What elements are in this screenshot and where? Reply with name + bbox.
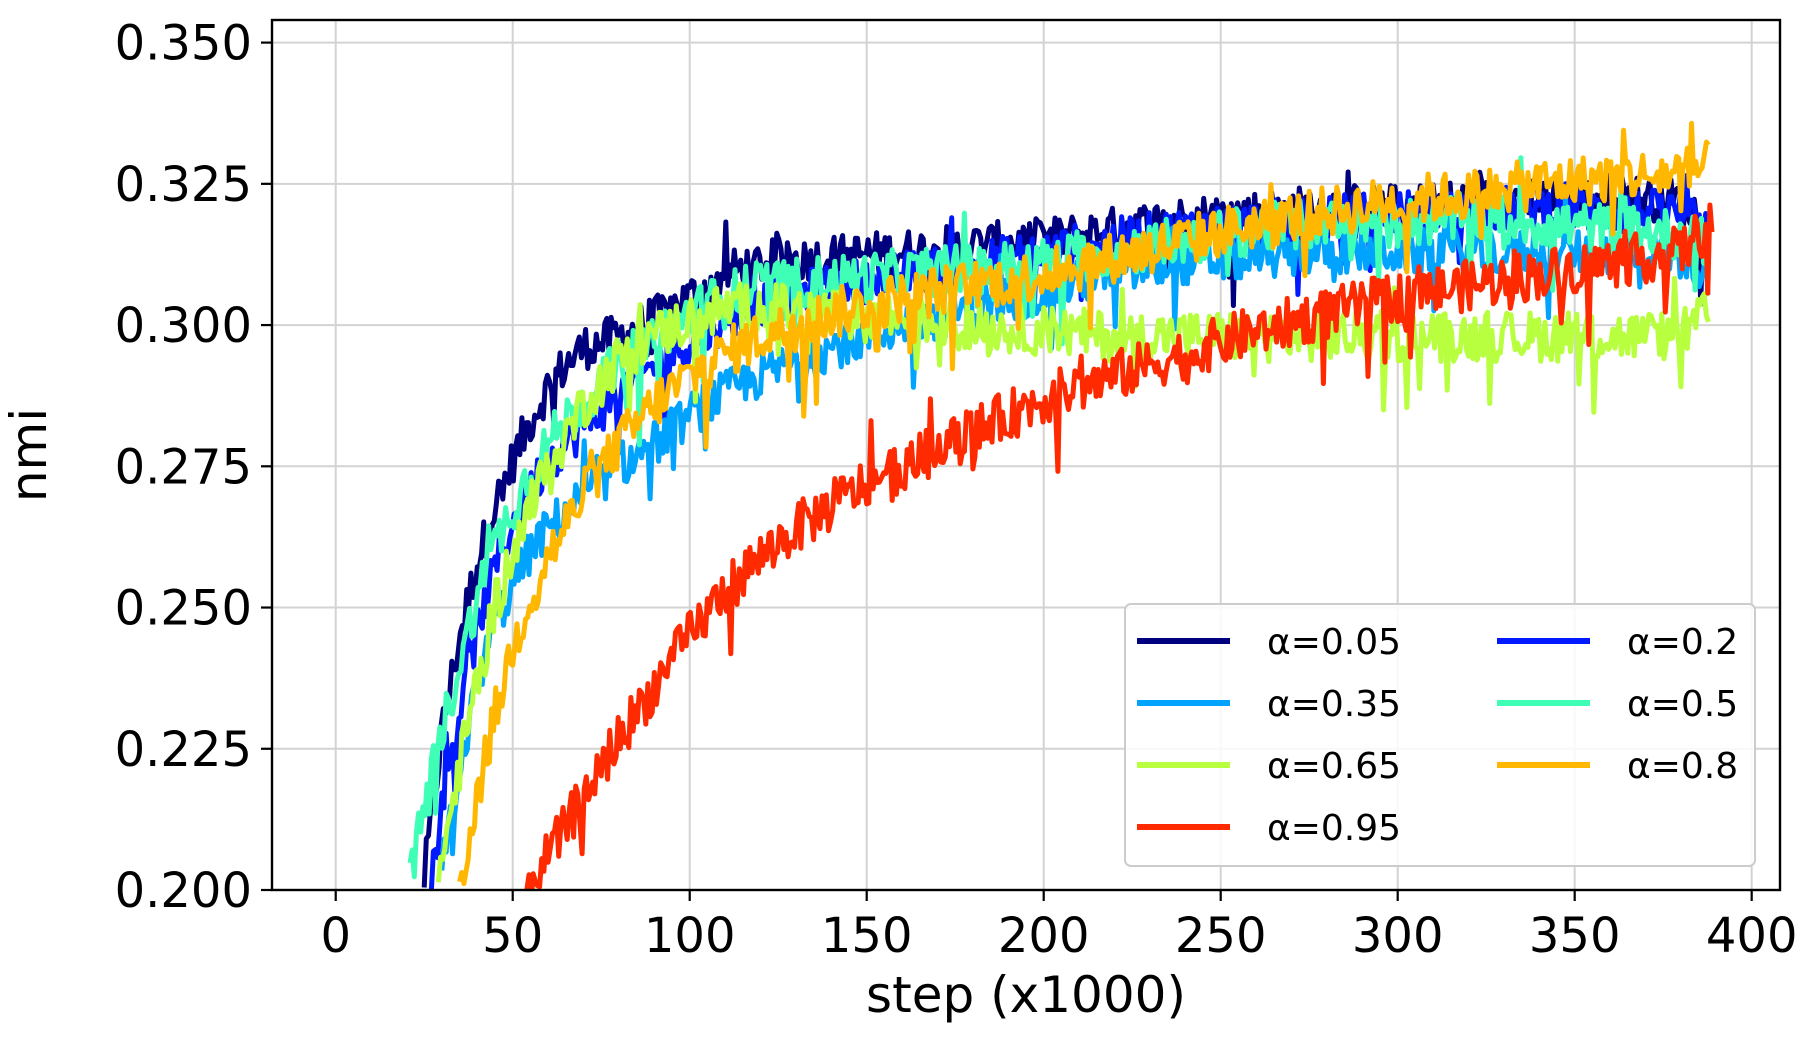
y-tick-label: 0.200 — [115, 863, 252, 919]
legend-box — [1124, 603, 1756, 867]
x-tick-label: 150 — [821, 908, 913, 964]
y-tick-label: 0.325 — [115, 157, 252, 213]
x-tick-label: 400 — [1706, 908, 1798, 964]
x-tick-label: 200 — [998, 908, 1090, 964]
plot-series — [407, 120, 1715, 890]
x-tick-label: 100 — [644, 908, 736, 964]
y-tick-label: 0.350 — [115, 16, 252, 72]
legend-label: α=0.8 — [1627, 746, 1738, 787]
x-axis-ticks: 0 50 100 150 200 250 300 350 400 — [320, 890, 1797, 964]
legend-label: α=0.05 — [1267, 622, 1401, 663]
y-axis-ticks: 0.200 0.225 0.250 0.275 0.300 0.325 0.350 — [115, 16, 272, 919]
legend-label: α=0.5 — [1627, 684, 1738, 725]
x-axis-label: step (x1000) — [866, 966, 1186, 1024]
series-line — [457, 120, 1711, 887]
legend-label: α=0.95 — [1267, 808, 1401, 849]
series-line — [524, 202, 1715, 890]
y-tick-label: 0.275 — [115, 439, 252, 495]
legend: α=0.05 α=0.2 α=0.35 α=0.5 α=0.65 α=0.8 α=0.95 — [1124, 603, 1756, 867]
x-tick-label: 50 — [482, 908, 543, 964]
x-tick-label: 350 — [1529, 908, 1621, 964]
legend-label: α=0.2 — [1627, 622, 1738, 663]
x-tick-label: 250 — [1175, 908, 1267, 964]
y-tick-label: 0.250 — [115, 581, 252, 637]
y-axis-label: nmi — [0, 408, 58, 502]
x-tick-label: 0 — [320, 908, 351, 964]
series-line — [435, 275, 1711, 883]
plot-frame — [270, 18, 1782, 892]
x-tick-label: 300 — [1352, 908, 1444, 964]
legend-label: α=0.35 — [1267, 684, 1401, 725]
y-tick-label: 0.300 — [115, 298, 252, 354]
legend-label: α=0.65 — [1267, 746, 1401, 787]
y-tick-label: 0.225 — [115, 722, 252, 778]
